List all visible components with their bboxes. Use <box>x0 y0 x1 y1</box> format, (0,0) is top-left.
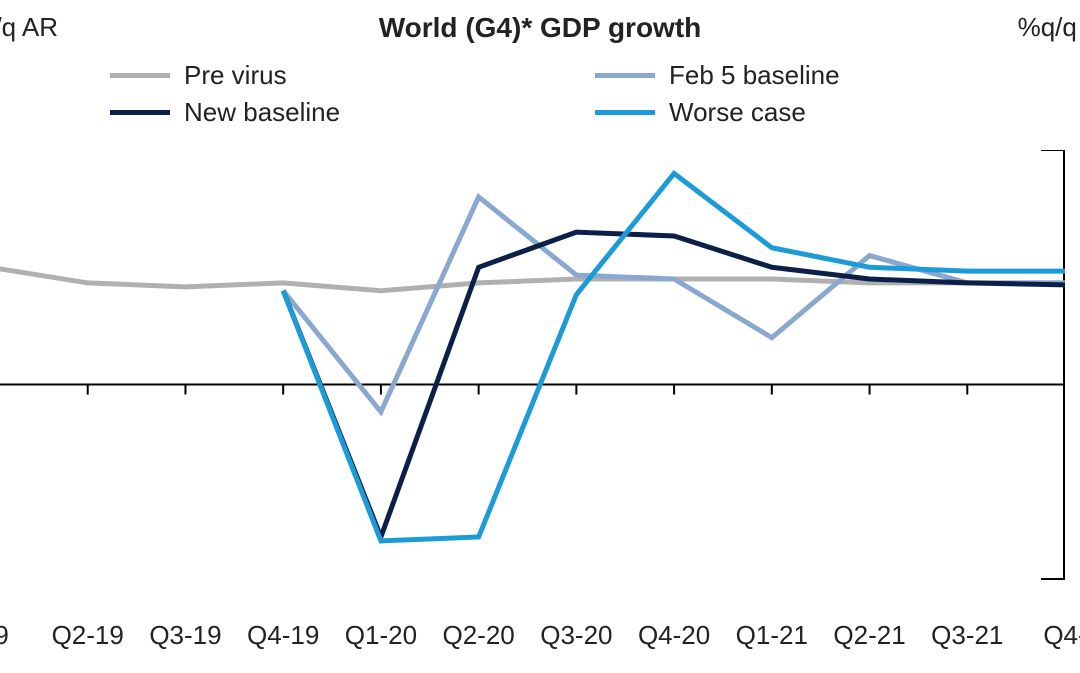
x-tick-label: Q4-19 <box>247 620 319 651</box>
x-tick-label: Q4-20 <box>638 620 710 651</box>
x-axis-labels: -19 Q2-19 Q3-19 Q4-19 Q1-20 Q2-20 Q3-20 Q4-20 Q1… <box>0 620 1080 660</box>
x-tick-label: Q2-20 <box>442 620 514 651</box>
legend-swatch <box>595 73 655 78</box>
legend-label: Feb 5 baseline <box>669 60 840 91</box>
legend-item: Feb 5 baseline <box>595 60 1040 91</box>
x-tick-label: Q3-20 <box>540 620 612 651</box>
legend-swatch <box>595 110 655 115</box>
legend-swatch <box>110 73 170 78</box>
x-tick-label: Q4- <box>1043 620 1080 651</box>
gdp-growth-chart: q/q AR World (G4)* GDP growth %q/q A Pre… <box>0 0 1080 673</box>
x-tick-label: Q3-19 <box>149 620 221 651</box>
legend-label: Pre virus <box>184 60 287 91</box>
x-tick-label: Q2-19 <box>52 620 124 651</box>
legend-item: Pre virus <box>110 60 555 91</box>
x-tick-label: Q3-21 <box>931 620 1003 651</box>
x-tick-label: -19 <box>0 620 9 651</box>
y-axis-label-right: %q/q A <box>1018 12 1080 43</box>
x-tick-label: Q1-20 <box>345 620 417 651</box>
legend-label: New baseline <box>184 97 340 128</box>
chart-title: World (G4)* GDP growth <box>0 12 1080 44</box>
legend-item: New baseline <box>110 97 555 128</box>
x-tick-label: Q2-21 <box>833 620 905 651</box>
x-tick-label: Q1-21 <box>736 620 808 651</box>
legend-swatch <box>110 110 170 115</box>
legend-label: Worse case <box>669 97 806 128</box>
legend-item: Worse case <box>595 97 1040 128</box>
legend: Pre virus Feb 5 baseline New baseline Worse… <box>110 60 1040 128</box>
plot-area <box>0 150 1065 580</box>
